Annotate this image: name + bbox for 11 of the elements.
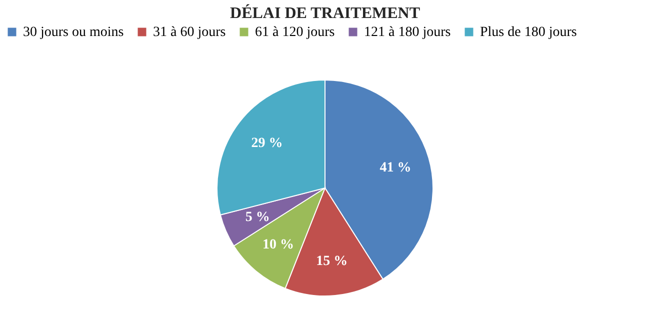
- data-label: 5 %: [245, 210, 270, 226]
- chart-title: DÉLAI DE TRAITEMENT: [230, 4, 420, 22]
- data-label: 10 %: [262, 238, 294, 253]
- data-label: 15 %: [316, 254, 348, 270]
- data-label: 29 %: [251, 136, 283, 151]
- legend-label: 31 à 60 jours: [153, 25, 226, 40]
- data-label: 41 %: [380, 160, 412, 176]
- legend-label: Plus de 180 jours: [480, 25, 577, 40]
- legend-label: 61 à 120 jours: [255, 25, 335, 40]
- legend-label: 121 à 180 jours: [364, 25, 451, 40]
- legend-label: 30 jours ou moins: [23, 25, 124, 40]
